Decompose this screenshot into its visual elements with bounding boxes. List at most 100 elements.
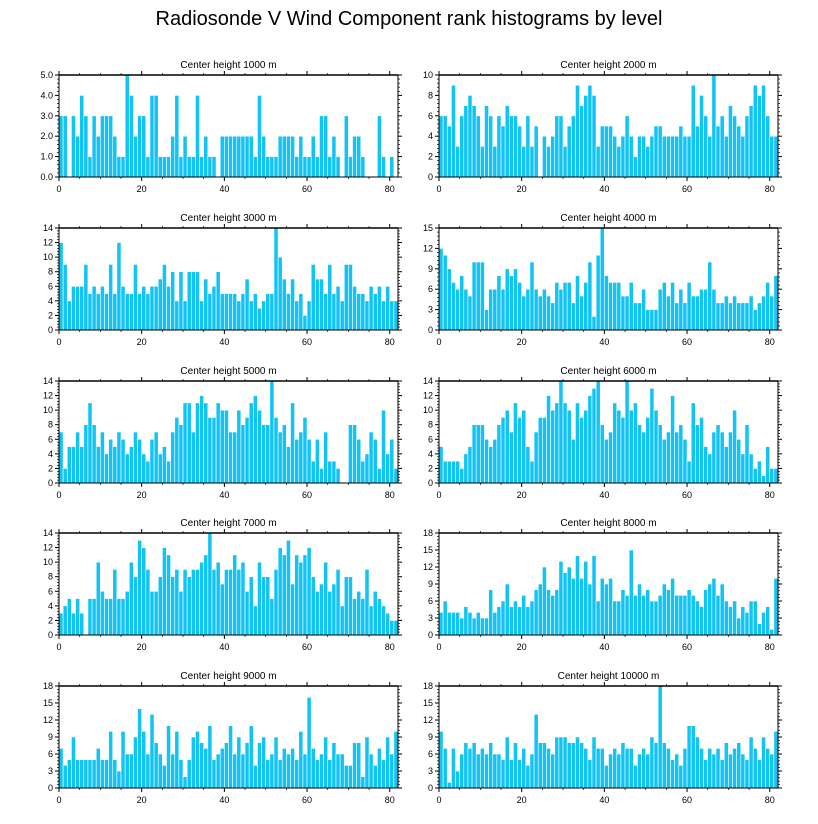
histogram-bar <box>120 598 126 636</box>
histogram-bar <box>104 453 109 484</box>
histogram-bar <box>711 288 717 331</box>
histogram-bar <box>87 402 93 484</box>
histogram-bar <box>550 753 556 789</box>
histogram-bar <box>195 271 200 331</box>
histogram-bar <box>546 748 551 789</box>
histogram-bar <box>463 606 469 636</box>
histogram-bar <box>190 271 196 331</box>
histogram-bar <box>649 309 655 331</box>
histogram-bar <box>389 156 395 178</box>
histogram-bar <box>186 156 192 178</box>
histogram-bar <box>761 295 766 331</box>
histogram-bar <box>360 598 366 636</box>
histogram-bar <box>240 135 246 178</box>
histogram-bar <box>459 275 465 331</box>
histogram-bar <box>253 605 258 636</box>
histogram-bar <box>199 300 204 331</box>
y-tick-label: 2 <box>48 310 53 320</box>
y-tick-label: 3 <box>428 305 433 315</box>
histogram-bar <box>587 395 593 484</box>
histogram-bar <box>306 156 312 178</box>
histogram-bar <box>91 115 97 178</box>
histogram-bar <box>91 759 97 789</box>
y-tick-label: 6 <box>48 586 53 596</box>
y-tick-label: 0 <box>48 630 53 640</box>
y-tick-label: 2 <box>428 463 433 473</box>
histogram-bar <box>674 595 680 636</box>
y-tick-label: 8 <box>48 572 53 582</box>
histogram-bar <box>488 288 494 331</box>
histogram-bar <box>711 431 717 484</box>
histogram-bar <box>310 748 316 789</box>
histogram-bar <box>707 453 713 484</box>
histogram-bar <box>521 595 527 636</box>
x-tick-label: 60 <box>302 642 312 652</box>
histogram-bar <box>546 395 551 484</box>
histogram-bar <box>546 146 551 178</box>
histogram-bar <box>381 605 386 636</box>
histogram-bar <box>236 569 242 636</box>
y-tick-label: 3 <box>48 766 53 776</box>
y-tick-label: 10 <box>423 70 433 80</box>
histogram-bar <box>343 765 349 789</box>
histogram-bar <box>104 115 109 178</box>
histogram-bar <box>537 417 543 484</box>
x-tick-label: 80 <box>765 490 775 500</box>
histogram-bar <box>100 759 105 789</box>
histogram-bar <box>504 409 510 484</box>
histogram-bar <box>723 742 729 789</box>
x-tick-label: 20 <box>137 184 147 194</box>
histogram-bar <box>446 612 452 636</box>
histogram-bar <box>83 264 89 331</box>
histogram-bar <box>157 453 163 484</box>
histogram-bar <box>723 295 729 331</box>
histogram-bar <box>682 135 688 178</box>
histogram-bar <box>653 600 659 636</box>
histogram-bar <box>182 300 188 331</box>
histogram-bar <box>277 256 283 331</box>
histogram-bar <box>182 776 188 789</box>
histogram-bar <box>455 146 460 178</box>
histogram-bar <box>773 468 779 484</box>
y-tick-label: 12 <box>423 391 433 401</box>
histogram-bar <box>748 600 754 636</box>
histogram-bar <box>484 105 489 178</box>
x-tick-label: 20 <box>517 490 527 500</box>
y-tick-label: 2 <box>48 463 53 473</box>
histogram-bar <box>471 105 477 178</box>
histogram-bar <box>645 589 651 636</box>
histogram-bar <box>550 135 556 178</box>
histogram-bar <box>269 293 275 331</box>
histogram-bar <box>604 438 609 484</box>
histogram-bar <box>137 293 142 331</box>
histogram-bar <box>174 731 180 789</box>
histogram-bar <box>546 295 551 331</box>
x-tick-label: 60 <box>682 795 692 805</box>
histogram-bar <box>71 736 76 789</box>
histogram-bar <box>471 424 477 484</box>
x-tick-label: 40 <box>219 184 229 194</box>
histogram-bar <box>352 598 357 636</box>
histogram-bar <box>108 438 114 484</box>
histogram-bar <box>451 282 456 331</box>
histogram-bar <box>657 595 663 636</box>
histogram-bar <box>566 566 572 636</box>
histogram-bar <box>752 84 758 178</box>
histogram-bar <box>294 156 300 178</box>
histogram-bar <box>484 753 489 789</box>
histogram-bar <box>128 561 134 636</box>
histogram-bar <box>570 438 576 484</box>
histogram-bar <box>162 446 167 484</box>
histogram-bar <box>732 295 737 331</box>
histogram-bar <box>661 583 667 636</box>
histogram-bar <box>492 146 498 178</box>
histogram-bar <box>765 748 771 789</box>
histogram-bar <box>558 115 564 178</box>
histogram-bar <box>348 424 353 484</box>
histogram-bar <box>294 554 300 636</box>
histogram-bar <box>711 74 717 178</box>
histogram-bar <box>744 612 750 636</box>
histogram-bar <box>319 115 324 178</box>
histogram-bar <box>624 115 630 178</box>
histogram-bar <box>203 135 209 178</box>
